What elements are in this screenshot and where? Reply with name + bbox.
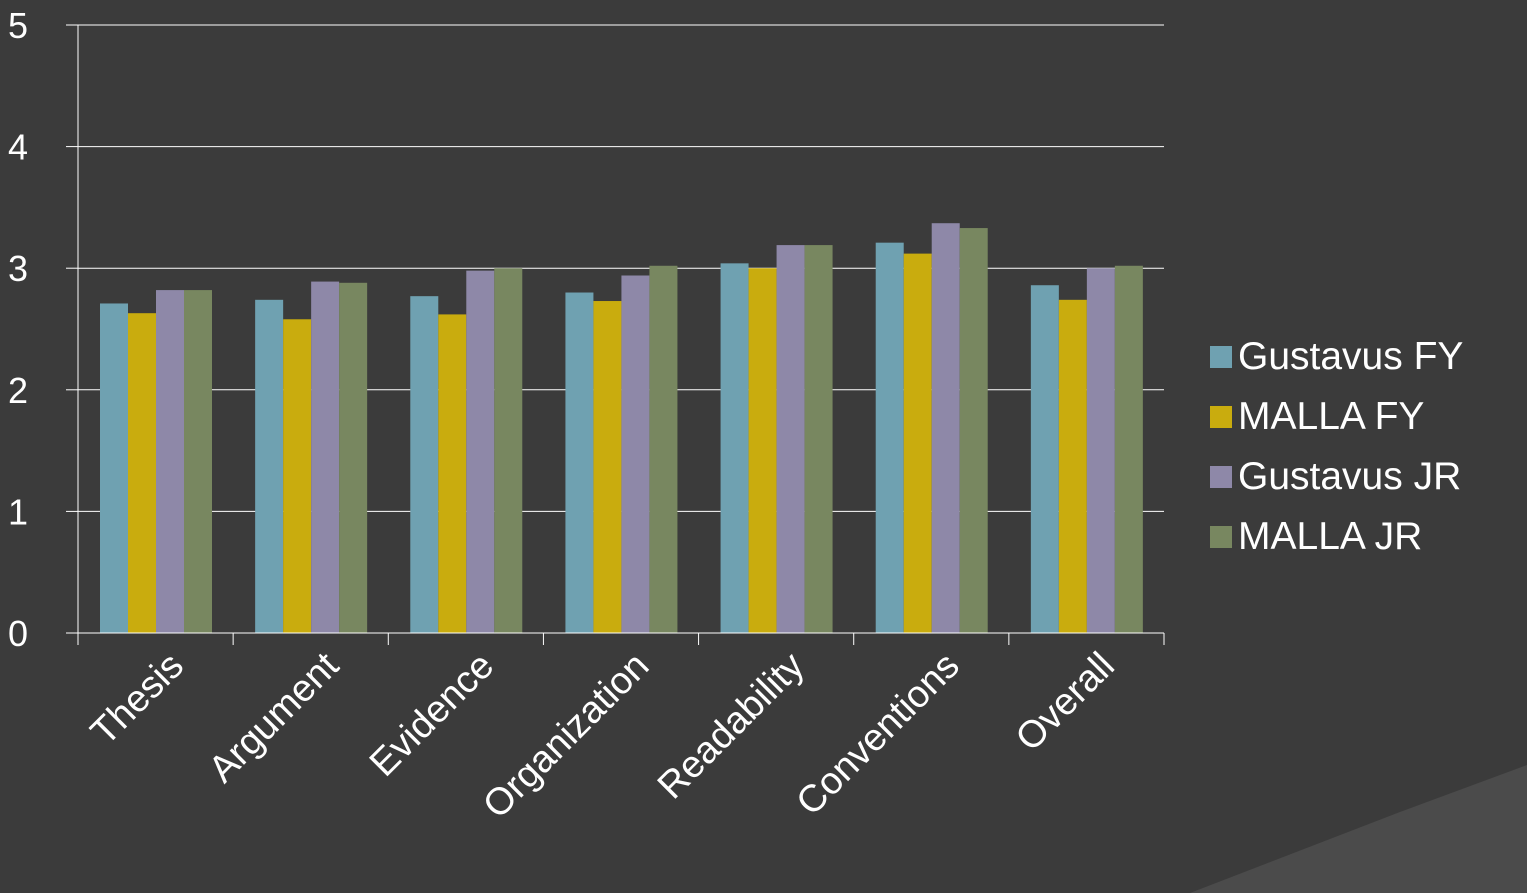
bar-overall-malla-jr — [1114, 265, 1143, 633]
legend-swatch — [1210, 346, 1232, 368]
legend-item-gustavus-jr: Gustavus JR — [1210, 455, 1463, 499]
legend: Gustavus FY MALLA FY Gustavus JR MALLA J… — [1210, 335, 1463, 559]
x-category-label: Readability — [650, 645, 813, 808]
bar-evidence-gustavus-fy — [410, 296, 439, 633]
bar-overall-gustavus-jr — [1086, 268, 1115, 633]
x-category-label: Argument — [201, 644, 348, 791]
y-tick-label: 2 — [8, 370, 28, 411]
x-category-label: Conventions — [789, 645, 968, 824]
bar-overall-gustavus-fy — [1030, 285, 1059, 633]
bar-readability-gustavus-fy — [720, 263, 749, 633]
bar-organization-gustavus-fy — [565, 292, 594, 633]
legend-swatch — [1210, 526, 1232, 548]
y-tick-label: 1 — [8, 491, 28, 532]
legend-swatch — [1210, 406, 1232, 428]
x-category-label: Evidence — [362, 645, 502, 785]
bar-thesis-gustavus-fy — [100, 303, 128, 633]
bar-argument-gustavus-jr — [311, 281, 340, 633]
legend-label: Gustavus FY — [1238, 335, 1464, 378]
bar-readability-gustavus-jr — [776, 245, 805, 633]
x-category-label: Organization — [475, 645, 657, 827]
bar-readability-malla-jr — [804, 245, 833, 633]
x-category-label: Overall — [1008, 645, 1123, 760]
legend-item-gustavus-fy: Gustavus FY — [1210, 335, 1463, 379]
legend-label: Gustavus JR — [1238, 455, 1462, 498]
bar-thesis-malla-jr — [184, 290, 212, 633]
bar-organization-malla-jr — [649, 265, 678, 633]
legend-item-malla-fy: MALLA FY — [1210, 395, 1463, 439]
bar-evidence-gustavus-jr — [466, 270, 495, 633]
bar-overall-malla-fy — [1058, 299, 1087, 633]
y-tick-label: 3 — [8, 248, 28, 289]
background-swoosh — [1190, 765, 1527, 893]
bar-argument-malla-jr — [339, 282, 368, 633]
legend-label: MALLA FY — [1238, 395, 1425, 438]
y-tick-label: 0 — [8, 613, 28, 654]
y-tick-label: 4 — [8, 127, 28, 168]
bar-conventions-malla-jr — [959, 228, 988, 633]
bar-readability-malla-fy — [748, 268, 777, 633]
bar-organization-gustavus-jr — [621, 275, 650, 633]
bar-conventions-gustavus-jr — [931, 223, 960, 633]
y-tick-label: 5 — [8, 5, 28, 46]
bar-evidence-malla-jr — [494, 268, 523, 633]
x-category-label: Thesis — [83, 645, 192, 754]
bar-argument-malla-fy — [283, 319, 312, 633]
legend-swatch — [1210, 466, 1232, 488]
bar-conventions-malla-fy — [903, 253, 932, 633]
bar-organization-malla-fy — [593, 301, 622, 633]
legend-label: MALLA JR — [1238, 515, 1423, 558]
legend-item-malla-jr: MALLA JR — [1210, 515, 1463, 559]
bar-argument-gustavus-fy — [255, 299, 284, 633]
bar-thesis-gustavus-jr — [156, 290, 184, 633]
bar-conventions-gustavus-fy — [875, 242, 904, 633]
bar-thesis-malla-fy — [128, 313, 156, 633]
bar-evidence-malla-fy — [438, 314, 467, 633]
